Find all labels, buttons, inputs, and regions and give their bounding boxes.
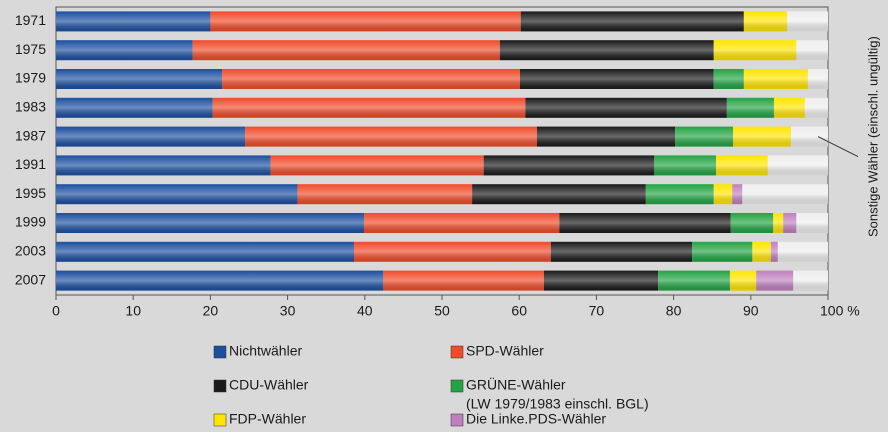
bar-segment xyxy=(752,241,771,262)
bar-segment xyxy=(56,11,211,32)
x-tick-label: 70 xyxy=(589,303,605,319)
bar-segment xyxy=(777,241,828,262)
y-tick-label: 1971 xyxy=(15,12,46,28)
bar-segment xyxy=(756,270,794,291)
bar-segment xyxy=(726,97,774,118)
bar-segment xyxy=(713,69,744,89)
x-tick-label: 20 xyxy=(203,303,219,319)
bar-segment xyxy=(383,270,544,291)
bar-segment xyxy=(733,126,791,147)
bar-segment xyxy=(212,97,526,118)
y-tick-label: 1975 xyxy=(15,41,46,57)
bar-segment xyxy=(353,241,551,262)
bar-segment xyxy=(520,11,744,32)
series-label: Sonstige Wähler (einschl. ungültig) xyxy=(865,36,880,237)
x-tick-label: 10 xyxy=(125,303,141,319)
x-tick-label: 50 xyxy=(434,303,450,319)
bar-segment xyxy=(297,184,473,205)
bar-segment xyxy=(210,11,521,32)
bar-segment xyxy=(56,126,246,147)
x-tick-label: 90 xyxy=(743,303,759,319)
y-tick-label: 1979 xyxy=(15,70,46,86)
legend-swatch xyxy=(450,379,464,393)
bar-segment xyxy=(536,126,676,147)
legend-label: Nichtwähler xyxy=(229,343,302,359)
bar-segment xyxy=(732,184,743,205)
bar-segment xyxy=(743,11,788,32)
bar-segment xyxy=(783,213,797,233)
bar-segment xyxy=(742,184,828,205)
y-tick-label: 2007 xyxy=(15,271,46,287)
legend-label: SPD-Wähler xyxy=(466,343,544,359)
bar-segment xyxy=(645,184,714,205)
bar-segment xyxy=(56,241,354,262)
legend-label: GRÜNE-Wähler xyxy=(466,376,566,393)
legend-note: (LW 1979/1983 einschl. BGL) xyxy=(466,396,649,412)
bar-segment xyxy=(56,40,193,61)
bar-segment xyxy=(796,213,828,233)
bar-segment xyxy=(790,126,828,147)
x-tick-label: 100 % xyxy=(820,303,860,319)
bar-segment xyxy=(56,69,222,89)
y-tick-label: 1991 xyxy=(15,156,46,172)
bar-segment xyxy=(559,213,731,233)
bar-segment xyxy=(773,97,805,118)
x-tick-label: 60 xyxy=(511,303,527,319)
legend-swatch xyxy=(213,413,227,427)
y-tick-label: 1999 xyxy=(15,214,46,230)
legend-label: CDU-Wähler xyxy=(229,377,309,393)
bar-segment xyxy=(56,97,213,118)
bar-segment xyxy=(499,40,714,61)
bar-segment xyxy=(472,184,646,205)
bar-segment xyxy=(56,213,365,233)
bar-segment xyxy=(483,155,655,176)
bar-segment xyxy=(56,155,271,176)
legend-swatch xyxy=(450,413,464,427)
bar-segment xyxy=(767,155,828,176)
y-tick-label: 1995 xyxy=(15,185,46,201)
legend-swatch xyxy=(213,379,227,393)
bar-segment xyxy=(729,270,757,291)
bar-segment xyxy=(713,184,733,205)
bar-segment xyxy=(654,155,717,176)
y-tick-label: 1983 xyxy=(15,99,46,115)
bar-segment xyxy=(221,69,520,89)
bar-segment xyxy=(796,40,828,61)
bar-segment xyxy=(807,69,828,89)
x-tick-label: 30 xyxy=(280,303,296,319)
legend-swatch xyxy=(450,345,464,359)
bar-segment xyxy=(804,97,828,118)
bar-segment xyxy=(743,69,808,89)
bar-segment xyxy=(692,241,753,262)
bar-segment xyxy=(192,40,500,61)
bar-segment xyxy=(730,213,774,233)
bar-segment xyxy=(773,213,784,233)
legend-swatch xyxy=(213,345,227,359)
bar-segment xyxy=(245,126,537,147)
x-tick-label: 80 xyxy=(666,303,682,319)
bar-segment xyxy=(56,184,298,205)
bar-segment xyxy=(519,69,714,89)
x-tick-label: 0 xyxy=(52,303,60,319)
leader-line xyxy=(817,136,859,158)
bar-segment xyxy=(716,155,768,176)
bar-segment xyxy=(770,241,778,262)
bar-segment xyxy=(525,97,727,118)
legend-label: Die Linke.PDS-Wähler xyxy=(466,411,606,427)
legend-label: FDP-Wähler xyxy=(229,411,306,427)
y-tick-label: 1987 xyxy=(15,127,46,143)
bar-segment xyxy=(793,270,828,291)
bar-segment xyxy=(658,270,730,291)
bar-segment xyxy=(543,270,659,291)
y-tick-label: 2003 xyxy=(15,243,46,259)
x-tick-label: 40 xyxy=(357,303,373,319)
bar-segment xyxy=(787,11,828,32)
bar-segment xyxy=(364,213,560,233)
bar-segment xyxy=(713,40,797,61)
bar-segment xyxy=(270,155,484,176)
bar-segment xyxy=(56,270,384,291)
bar-segment xyxy=(675,126,734,147)
bar-segment xyxy=(550,241,693,262)
